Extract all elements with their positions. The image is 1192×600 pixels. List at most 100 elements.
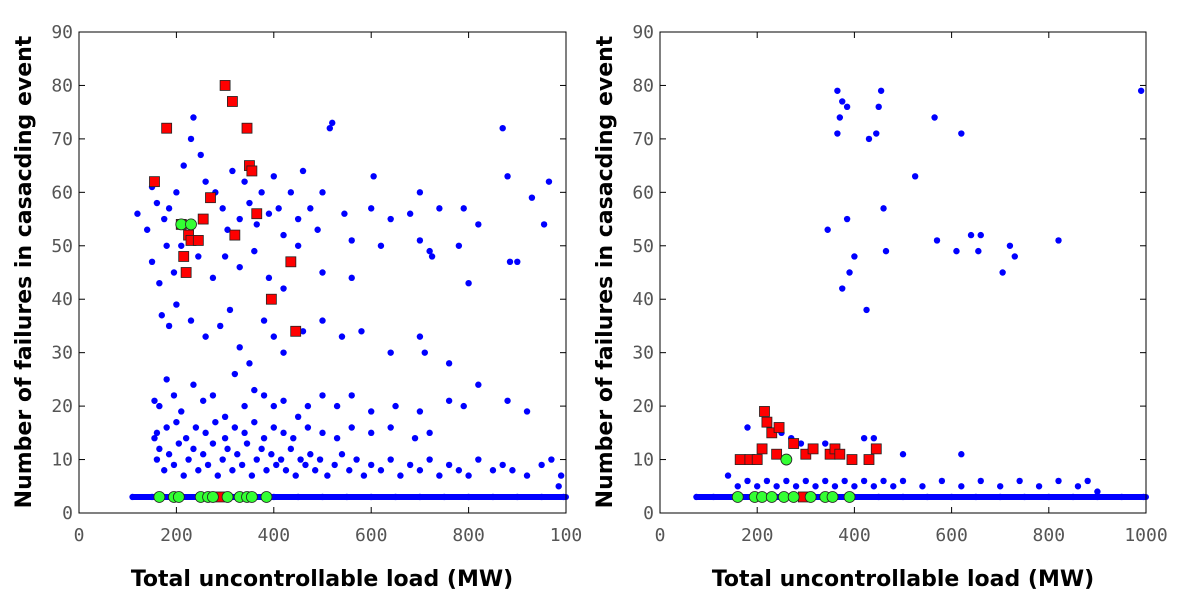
left-series-2-point-4 (172, 491, 185, 503)
left-series-0-point-187 (212, 418, 219, 426)
right-series-0-point-82 (948, 493, 955, 501)
right-y-tick-label-1: 10 (632, 450, 654, 471)
left-series-0-point-179 (557, 472, 565, 479)
left-series-0-point-185 (192, 424, 200, 431)
left-series-0-point-74 (187, 317, 195, 324)
left-series-1-point-0 (161, 122, 173, 134)
left-series-0-point-144 (268, 451, 275, 458)
right-points-layer (693, 87, 1149, 503)
left-series-0-point-26 (294, 215, 302, 223)
left-series-0-point-29 (314, 226, 321, 233)
right-series-2-point-7 (804, 491, 817, 503)
left-series-0-point-148 (287, 445, 295, 453)
left-series-0-point-85 (338, 333, 346, 340)
left-series-0-point-11 (202, 178, 209, 185)
right-series-0-point-39 (899, 451, 907, 458)
left-series-0-point-117 (504, 397, 511, 404)
right-series-0-point-86 (1045, 493, 1053, 501)
left-series-0-point-151 (302, 461, 309, 469)
left-x-tick-label-4: 800 (452, 525, 485, 546)
right-series-0-point-35 (822, 440, 829, 447)
left-series-0-point-7 (180, 162, 187, 169)
left-series-0-point-217 (441, 493, 448, 501)
right-series-1-point-16 (863, 454, 875, 465)
left-series-0-point-186 (202, 429, 209, 437)
left-series-0-point-5 (165, 205, 173, 212)
left-series-0-point-86 (358, 328, 365, 335)
left-series-0-point-54 (170, 269, 178, 276)
right-series-0-point-37 (860, 434, 868, 442)
left-series-0-point-146 (277, 456, 285, 463)
left-series-0-point-141 (253, 456, 260, 463)
left-series-0-point-59 (236, 263, 243, 271)
right-x-tick-label-4: 800 (1033, 525, 1066, 546)
left-series-0-point-76 (217, 322, 224, 330)
left-series-2-point-7 (207, 491, 219, 503)
left-series-0-point-31 (326, 125, 334, 132)
left-y-tick-label-2: 20 (51, 396, 73, 417)
left-series-0-point-213 (343, 493, 351, 501)
right-series-0-point-2 (843, 103, 851, 111)
right-y-tick-label-2: 20 (632, 396, 654, 417)
left-series-0-point-17 (241, 178, 248, 185)
left-series-0-point-13 (219, 205, 226, 212)
right-series-0-point-28 (999, 269, 1006, 276)
left-series-0-point-40 (426, 247, 433, 255)
left-series-0-point-121 (156, 445, 163, 453)
left-series-0-point-115 (460, 402, 467, 410)
right-series-0-point-69 (1084, 477, 1091, 485)
right-series-0-point-7 (875, 103, 882, 111)
right-series-1-point-8 (751, 454, 763, 465)
left-series-0-point-212 (319, 493, 326, 501)
left-x-tick-label-0: 0 (74, 525, 85, 546)
right-series-0-point-72 (710, 493, 717, 501)
right-y-tick-label-5: 50 (632, 236, 654, 257)
left-series-0-point-122 (161, 467, 168, 474)
left-series-0-point-100 (231, 370, 239, 378)
right-series-0-point-4 (834, 130, 841, 137)
right-series-0-point-57 (880, 477, 887, 485)
left-series-2-point-1 (185, 218, 197, 231)
left-series-0-point-130 (199, 451, 207, 458)
right-series-0-point-9 (931, 114, 938, 121)
right-series-0-point-22 (953, 247, 960, 255)
right-series-1-point-5 (771, 448, 783, 460)
left-series-0-point-55 (178, 242, 185, 249)
left-series-0-point-162 (377, 467, 385, 474)
right-series-0-point-1 (839, 98, 846, 105)
right-series-0-point-80 (899, 493, 907, 501)
left-series-0-point-147 (282, 467, 290, 474)
left-series-0-point-43 (475, 221, 482, 228)
left-series-0-point-181 (153, 429, 161, 437)
left-series-0-point-91 (151, 397, 158, 404)
left-y-tick-label-7: 70 (51, 129, 73, 150)
left-series-0-point-159 (353, 456, 360, 463)
left-series-0-point-71 (158, 312, 165, 319)
left-series-0-point-64 (319, 269, 326, 276)
left-series-0-point-19 (253, 221, 260, 228)
right-chart: 0 200 400 600 800 1000 0 10 20 30 40 50 60 70 80 90 Tot… (593, 22, 1168, 592)
right-series-0-point-3 (836, 114, 844, 121)
left-series-0-point-111 (368, 408, 375, 415)
right-ticks-layer: 0 200 400 600 800 1000 0 10 20 30 40 50 60 70 80 90 (632, 22, 1167, 546)
left-series-0-point-137 (234, 451, 241, 458)
left-series-0-point-15 (229, 167, 236, 175)
left-series-0-point-211 (294, 493, 302, 501)
left-series-0-point-169 (445, 461, 453, 469)
left-series-0-point-218 (465, 493, 472, 501)
left-series-0-point-110 (348, 392, 355, 399)
left-series-0-point-222 (560, 493, 567, 501)
left-series-1-point-7 (205, 192, 216, 204)
left-x-axis-title: Total uncontrollable load (MW) (131, 567, 513, 592)
left-series-0-point-75 (202, 333, 209, 340)
left-series-0-point-158 (346, 467, 353, 474)
right-series-0-point-30 (744, 424, 751, 431)
right-series-0-point-41 (724, 472, 732, 479)
left-y-tick-label-6: 60 (51, 182, 73, 203)
right-series-0-point-17 (846, 269, 853, 276)
left-series-0-point-128 (190, 445, 197, 453)
left-series-0-point-157 (338, 451, 346, 458)
left-series-0-point-174 (499, 461, 506, 469)
